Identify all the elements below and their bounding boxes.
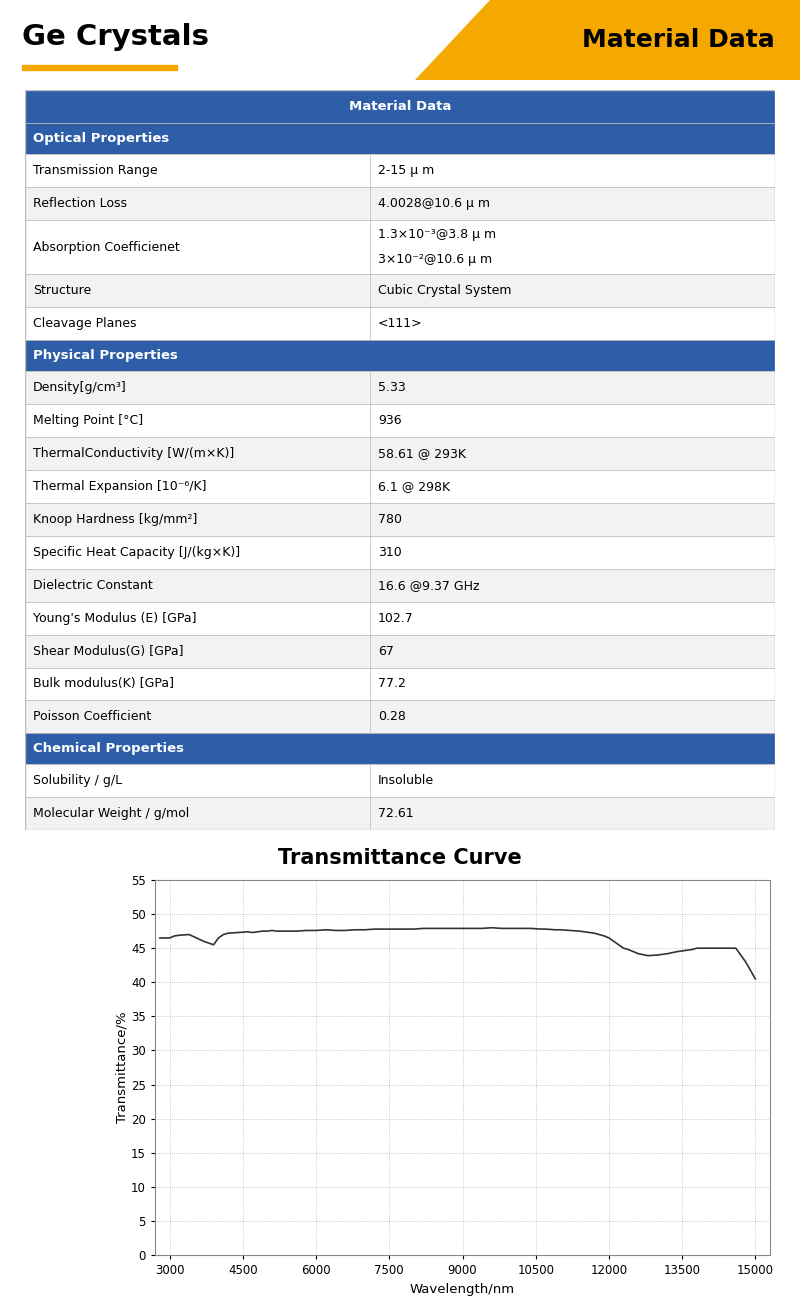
Text: Dielectric Constant: Dielectric Constant <box>33 579 153 592</box>
Text: Melting Point [°C]: Melting Point [°C] <box>33 414 143 427</box>
Bar <box>25 371 775 404</box>
Text: Solubility / g/L: Solubility / g/L <box>33 774 122 787</box>
Text: ThermalConductivity [W/(m×K)]: ThermalConductivity [W/(m×K)] <box>33 447 234 460</box>
Text: 77.2: 77.2 <box>378 678 406 691</box>
Text: Chemical Properties: Chemical Properties <box>33 743 184 756</box>
Bar <box>25 308 775 340</box>
Bar <box>25 667 775 701</box>
Text: 1.3×10⁻³@3.8 μ m: 1.3×10⁻³@3.8 μ m <box>378 228 496 241</box>
Bar <box>25 797 775 830</box>
Text: Molecular Weight / g/mol: Molecular Weight / g/mol <box>33 807 190 820</box>
Text: 936: 936 <box>378 414 402 427</box>
Text: Density[g/cm³]: Density[g/cm³] <box>33 380 126 394</box>
Text: Cubic Crystal System: Cubic Crystal System <box>378 284 511 297</box>
Bar <box>25 470 775 503</box>
Text: 5.33: 5.33 <box>378 380 406 394</box>
Text: 58.61 @ 293K: 58.61 @ 293K <box>378 447 466 460</box>
Text: Physical Properties: Physical Properties <box>33 349 178 362</box>
Text: Specific Heat Capacity [J/(kg×K)]: Specific Heat Capacity [J/(kg×K)] <box>33 546 240 559</box>
Text: <111>: <111> <box>378 318 422 331</box>
Bar <box>25 503 775 536</box>
Text: 72.61: 72.61 <box>378 807 414 820</box>
Text: Transmission Range: Transmission Range <box>33 164 158 177</box>
Text: Bulk modulus(K) [GPa]: Bulk modulus(K) [GPa] <box>33 678 174 691</box>
Text: 0.28: 0.28 <box>378 710 406 723</box>
Bar <box>25 602 775 635</box>
Text: Young's Modulus (E) [GPa]: Young's Modulus (E) [GPa] <box>33 611 197 624</box>
Text: 67: 67 <box>378 645 394 658</box>
Text: 102.7: 102.7 <box>378 611 414 624</box>
Text: 6.1 @ 298K: 6.1 @ 298K <box>378 480 450 493</box>
Text: Reflection Loss: Reflection Loss <box>33 197 127 210</box>
Text: Shear Modulus(G) [GPa]: Shear Modulus(G) [GPa] <box>33 645 183 658</box>
Text: 780: 780 <box>378 513 402 526</box>
Text: Optical Properties: Optical Properties <box>33 132 170 145</box>
Bar <box>25 219 775 275</box>
Bar <box>25 404 775 437</box>
Bar <box>25 536 775 568</box>
Bar <box>25 275 775 308</box>
Text: Material Data: Material Data <box>582 27 775 52</box>
Bar <box>25 635 775 667</box>
X-axis label: Wavelength/nm: Wavelength/nm <box>410 1282 515 1295</box>
Text: Poisson Coefficient: Poisson Coefficient <box>33 710 151 723</box>
Text: Insoluble: Insoluble <box>378 774 434 787</box>
Bar <box>25 154 775 186</box>
Bar <box>25 90 775 122</box>
Text: Structure: Structure <box>33 284 91 297</box>
Text: Cleavage Planes: Cleavage Planes <box>33 318 137 331</box>
Bar <box>22 65 177 70</box>
Text: Transmittance Curve: Transmittance Curve <box>278 847 522 868</box>
Bar <box>25 568 775 602</box>
Bar <box>25 701 775 734</box>
Text: 310: 310 <box>378 546 402 559</box>
Text: 16.6 @9.37 GHz: 16.6 @9.37 GHz <box>378 579 479 592</box>
Text: Ge Crystals: Ge Crystals <box>22 23 209 51</box>
Text: Absorption Coefficienet: Absorption Coefficienet <box>33 241 180 254</box>
Text: 3×10⁻²@10.6 μ m: 3×10⁻²@10.6 μ m <box>378 253 492 266</box>
Bar <box>25 437 775 470</box>
Text: 2-15 μ m: 2-15 μ m <box>378 164 434 177</box>
Text: Knoop Hardness [kg/mm²]: Knoop Hardness [kg/mm²] <box>33 513 198 526</box>
Bar <box>25 340 775 371</box>
Y-axis label: Transmittance/%: Transmittance/% <box>115 1011 128 1123</box>
Bar <box>25 734 775 764</box>
Text: Thermal Expansion [10⁻⁶/K]: Thermal Expansion [10⁻⁶/K] <box>33 480 206 493</box>
Text: Material Data: Material Data <box>349 100 451 113</box>
Bar <box>25 186 775 219</box>
Polygon shape <box>415 0 800 79</box>
Bar <box>25 764 775 797</box>
Bar <box>25 122 775 154</box>
Text: 4.0028@10.6 μ m: 4.0028@10.6 μ m <box>378 197 490 210</box>
